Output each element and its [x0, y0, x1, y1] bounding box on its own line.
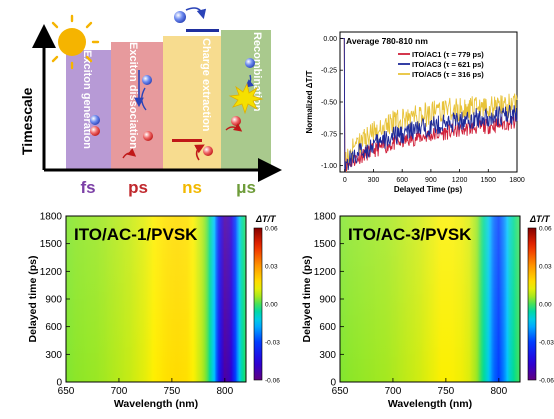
kinetics-chart: 0 300 600 900 1200 1500 1800 0.00 -0.25 -0.50 -0.7…	[305, 31, 525, 194]
kinetics-xtick-label: 1800	[509, 177, 525, 184]
hole-icon	[90, 126, 100, 136]
kinetics-xtick-label: 300	[368, 177, 380, 184]
electron-icon	[245, 58, 255, 68]
timescale-label: Timescale	[19, 87, 35, 155]
heatmap-xtick-label: 800	[216, 386, 233, 397]
extraction-arrow	[185, 7, 207, 20]
kinetics-xtick-label: 900	[425, 177, 437, 184]
recombination-arrow	[225, 123, 243, 132]
recombination-arrow	[244, 74, 254, 88]
kinetics-xtick-label: 1200	[452, 177, 468, 184]
heatmap-ytick-label: 900	[319, 295, 336, 306]
colorbar-tick-label: 0.00	[539, 302, 552, 309]
hole-icon	[203, 146, 213, 156]
colorbar-title: ΔT/T	[529, 214, 551, 224]
kinetics-ytick-label: -0.50	[321, 100, 337, 107]
kinetics-legend: ITO/AC1 (τ = 779 ps)ITO/AC3 (τ = 621 ps)…	[398, 50, 484, 79]
hole-icon	[231, 116, 241, 126]
heatmap-decay-overlay	[66, 216, 246, 382]
heatmap-ylabel: Delayed time (ps)	[301, 256, 313, 343]
heatmap-ac3: 650 700 750 800 0 300 600 900 1200 1500 1800 ITO/AC…	[301, 212, 554, 411]
heatmap-xtick-label: 800	[490, 386, 507, 397]
heatmap-ylabel: Delayed time (ps)	[27, 256, 39, 343]
kinetics-xtick-label: 1500	[481, 177, 497, 184]
kinetics-xlabel: Delayed Time (ps)	[394, 185, 463, 194]
heatmap-ytick-label: 600	[319, 322, 336, 333]
hole-icon	[143, 131, 153, 141]
heatmap-xtick-label: 700	[385, 386, 402, 397]
kinetics-title: Average 780-810 nm	[346, 36, 428, 46]
legend-entry: ITO/AC1 (τ = 779 ps)	[412, 50, 484, 59]
colorbar-tick-label: 0.06	[539, 226, 552, 233]
heatmap-ytick-label: 1200	[314, 267, 337, 278]
electron-icon	[174, 11, 186, 23]
colorbar-tick-label: -0.03	[539, 340, 554, 347]
electron-icon	[90, 115, 100, 125]
colorbar	[527, 227, 537, 381]
drift-arrow	[122, 148, 137, 159]
kinetics-axes: 0 300 600 900 1200 1500 1800 0.00 -0.25 -0.50 -0.7…	[321, 36, 525, 184]
heatmap-ytick-label: 600	[45, 322, 62, 333]
heatmap-xlabel: Wavelength (nm)	[114, 398, 198, 410]
heatmap-title: ITO/AC-1/PVSK	[74, 225, 198, 244]
colorbar-tick-label: -0.06	[539, 378, 554, 385]
colorbar-tick-label: 0.03	[539, 264, 552, 271]
electron-icon	[142, 75, 152, 85]
heatmap-ytick-label: 1800	[314, 212, 337, 223]
heatmap-ytick-label: 1200	[40, 267, 63, 278]
colorbar-tick-label: 0.00	[265, 302, 278, 309]
heatmap-ytick-label: 0	[56, 378, 62, 389]
timescale-ps: ps	[128, 178, 148, 197]
kinetics-ytick-label: 0.00	[323, 36, 337, 43]
kinetics-ytick-label: -1.00	[321, 163, 337, 170]
kinetics-ytick-label: -0.25	[321, 68, 337, 75]
kinetics-series-line	[340, 37, 518, 173]
band-fs	[66, 50, 111, 170]
schematic-panel: Exciton generation Exciton dissociation …	[19, 7, 282, 197]
timescale-ns: ns	[182, 178, 202, 197]
kinetics-xtick-label: 600	[396, 177, 408, 184]
kinetics-series	[340, 37, 518, 173]
kinetics-ylabel: Normalized ΔT/T	[305, 70, 314, 133]
electron-transport-bar	[186, 29, 219, 32]
heatmap-ytick-label: 1500	[314, 239, 337, 250]
stage-label-1: Exciton generation	[81, 50, 93, 149]
heatmap-xlabel: Wavelength (nm)	[388, 398, 472, 410]
colorbar-tick-label: 0.03	[265, 264, 278, 271]
colorbar-tick-label: -0.03	[265, 340, 280, 347]
extraction-arrow	[194, 144, 205, 161]
heatmap-xtick-label: 750	[438, 386, 455, 397]
timescale-fs: fs	[80, 178, 95, 197]
timescale-us: μs	[236, 178, 256, 197]
colorbar-title: ΔT/T	[255, 214, 277, 224]
kinetics-series-line	[340, 37, 518, 173]
legend-entry: ITO/AC5 (τ = 316 ps)	[412, 70, 484, 79]
kinetics-ytick-label: -0.75	[321, 131, 337, 138]
hole-transport-bar	[172, 139, 202, 142]
colorbar-tick-label: 0.06	[265, 226, 278, 233]
stage-label-2: Exciton dissociation	[127, 42, 139, 149]
heatmap-title: ITO/AC-3/PVSK	[348, 225, 472, 244]
burst-icon	[228, 82, 264, 115]
charge-carriers	[90, 11, 255, 156]
heatmap-xtick-label: 650	[58, 386, 75, 397]
colorbar-tick-label: -0.06	[265, 378, 280, 385]
colorbar	[253, 227, 263, 381]
legend-entry: ITO/AC3 (τ = 621 ps)	[412, 60, 484, 69]
heatmap-xtick-label: 650	[332, 386, 349, 397]
drift-arrow	[141, 87, 147, 111]
heatmap-ac1: 650 700 750 800 0 300 600 900 1200 1500 1800 ITO/AC…	[27, 212, 280, 411]
stage-label-3: Charge extraction	[200, 38, 212, 132]
heatmap-ytick-label: 1500	[40, 239, 63, 250]
heatmap-ytick-label: 900	[45, 295, 62, 306]
heatmap-ytick-label: 300	[319, 350, 336, 361]
heatmap-xtick-label: 700	[111, 386, 128, 397]
kinetics-xtick-label: 0	[343, 177, 347, 184]
heatmap-decay-overlay	[340, 216, 520, 382]
heatmap-ytick-label: 0	[330, 378, 336, 389]
heatmap-ytick-label: 1800	[40, 212, 63, 223]
heatmap-xtick-label: 750	[164, 386, 181, 397]
heatmap-ytick-label: 300	[45, 350, 62, 361]
